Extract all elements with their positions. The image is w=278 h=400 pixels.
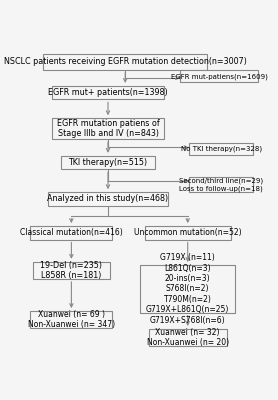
Text: 19-Del (n=235)
L858R (n=181): 19-Del (n=235) L858R (n=181) (40, 261, 102, 280)
FancyBboxPatch shape (31, 311, 112, 328)
Text: EGFR mut-patiens(n=1609): EGFR mut-patiens(n=1609) (170, 73, 267, 80)
FancyBboxPatch shape (145, 226, 231, 240)
FancyBboxPatch shape (52, 118, 164, 139)
FancyBboxPatch shape (149, 329, 227, 346)
FancyBboxPatch shape (43, 54, 207, 70)
FancyBboxPatch shape (52, 86, 164, 100)
Text: Classical mutation(n=416): Classical mutation(n=416) (20, 228, 123, 237)
FancyBboxPatch shape (48, 192, 168, 206)
FancyBboxPatch shape (189, 177, 254, 192)
Text: TKI therapy(n=515): TKI therapy(n=515) (68, 158, 148, 167)
FancyBboxPatch shape (140, 265, 235, 313)
Text: Uncommon mutation(n=52): Uncommon mutation(n=52) (134, 228, 242, 237)
Text: Second/third line(n=29)
Loss to follow-up(n=18): Second/third line(n=29) Loss to follow-u… (179, 178, 263, 192)
Text: Analyzed in this study(n=468): Analyzed in this study(n=468) (48, 194, 168, 204)
FancyBboxPatch shape (61, 156, 155, 169)
Text: No TKI therapy(n=328): No TKI therapy(n=328) (180, 146, 262, 152)
Text: EGFR mutation patiens of
Stage IIIb and IV (n=843): EGFR mutation patiens of Stage IIIb and … (57, 119, 159, 138)
Text: G719X (n=11)
L861Q(n=3)
20-ins(n=3)
S768I(n=2)
T790M(n=2)
G719X+L861Q(n=25)
G719: G719X (n=11) L861Q(n=3) 20-ins(n=3) S768… (146, 253, 229, 324)
Text: Xuanwei (n= 32)
Non-Xuanwei (n= 20): Xuanwei (n= 32) Non-Xuanwei (n= 20) (147, 328, 229, 347)
FancyBboxPatch shape (180, 70, 258, 82)
Text: Xuanwei (n= 69 )
Non-Xuanwei (n= 347): Xuanwei (n= 69 ) Non-Xuanwei (n= 347) (28, 310, 115, 329)
FancyBboxPatch shape (189, 143, 254, 155)
Text: NSCLC patients receiving EGFR mutation detection(n=3007): NSCLC patients receiving EGFR mutation d… (4, 57, 247, 66)
Text: EGFR mut+ patients(n=1398): EGFR mut+ patients(n=1398) (48, 88, 168, 97)
FancyBboxPatch shape (31, 226, 112, 240)
FancyBboxPatch shape (33, 262, 110, 279)
